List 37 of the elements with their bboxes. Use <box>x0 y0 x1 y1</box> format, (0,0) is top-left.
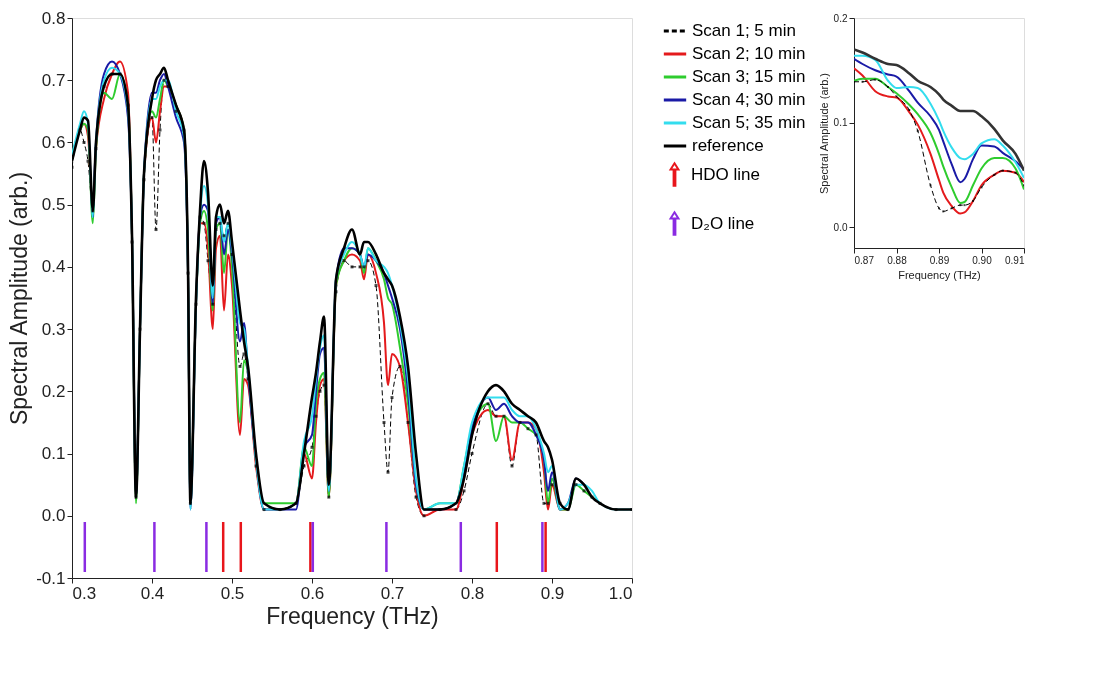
legend-label: Scan 1; 5 min <box>692 21 796 40</box>
y-axis-title: Spectral Amplitude (arb.) <box>6 171 33 426</box>
x-tick-label: 0.91 <box>1005 254 1025 266</box>
y-tick-label: 0.8 <box>41 8 66 28</box>
x-tick-label: 0.8 <box>460 583 485 603</box>
y-tick-label: 0.1 <box>833 117 848 129</box>
legend-label: Scan 2; 10 min <box>692 44 806 63</box>
x-tick-label: 0.3 <box>72 583 97 603</box>
legend-label: Scan 5; 35 min <box>692 113 806 132</box>
x-tick-label: 0.7 <box>380 583 405 603</box>
x-tick-label: 0.9 <box>540 583 565 603</box>
y-tick-label: 0.1 <box>41 444 66 464</box>
y-tick-label: -0.1 <box>36 568 66 588</box>
y-tick-label: 0.5 <box>41 195 66 215</box>
x-tick-label: 0.6 <box>300 583 325 603</box>
legend-label: Scan 4; 30 min <box>692 90 806 109</box>
y-tick-label: 0.2 <box>41 381 66 401</box>
x-tick-label: 0.87 <box>854 254 875 266</box>
y-axis-title: Spectral Amplitude (arb.) <box>817 72 830 195</box>
x-tick-label: 0.90 <box>972 254 993 266</box>
x-tick-label: 0.88 <box>887 254 908 266</box>
y-tick-label: 0.3 <box>41 319 66 339</box>
x-tick-label: 0.89 <box>929 254 950 266</box>
legend-label: Scan 3; 15 min <box>692 67 806 86</box>
x-axis-title: Frequency (THz) <box>898 268 981 281</box>
y-tick-label: 0.2 <box>833 12 848 24</box>
y-tick-label: 0.7 <box>41 70 66 90</box>
legend-label: reference <box>692 136 764 155</box>
x-tick-label: 0.4 <box>140 583 165 603</box>
x-axis-title: Frequency (THz) <box>266 602 439 629</box>
y-tick-label: 0.6 <box>41 132 66 152</box>
legend-label: HDO line <box>691 164 760 184</box>
y-tick-label: 0.0 <box>41 506 66 526</box>
x-tick-label: 0.5 <box>220 583 245 603</box>
y-tick-label: 0.0 <box>833 221 848 233</box>
legend-label: D₂O line <box>691 213 755 233</box>
x-tick-label: 1.0 <box>608 583 633 603</box>
